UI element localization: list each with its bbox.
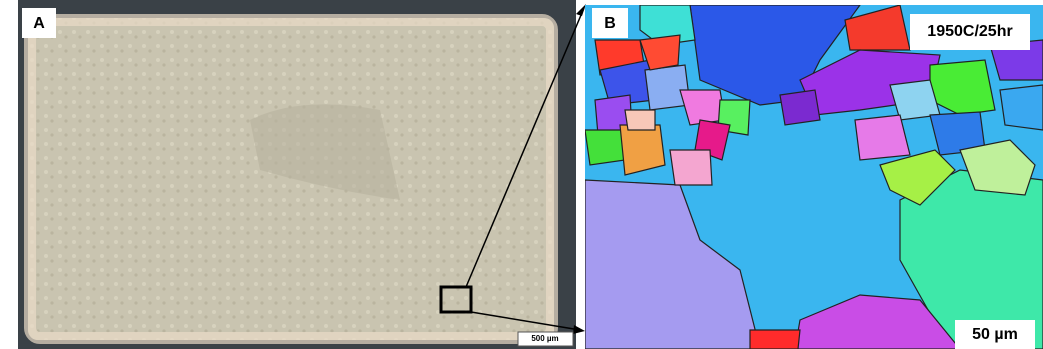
arrow-head — [576, 4, 586, 16]
scale-bar-label: 50 µm — [972, 326, 1018, 343]
figure: A 500 µm — [0, 0, 1043, 349]
grain — [750, 330, 800, 349]
grain — [855, 115, 910, 160]
grain — [625, 110, 655, 130]
page: A 500 µm — [0, 0, 1043, 349]
panel-label: A — [33, 15, 45, 32]
annotation: 1950C/25hr — [927, 23, 1012, 40]
panel-b: B 1950C/25hr 50 µm — [585, 5, 1043, 349]
grain — [1000, 85, 1043, 130]
panel-a: A 500 µm — [18, 0, 586, 349]
grain — [670, 150, 712, 185]
grain — [780, 90, 820, 125]
panel-label: B — [604, 15, 616, 32]
sample-texture — [28, 18, 554, 340]
grain — [585, 130, 625, 165]
scale-bar-label: 500 µm — [531, 334, 558, 343]
arrow-head — [573, 325, 585, 334]
